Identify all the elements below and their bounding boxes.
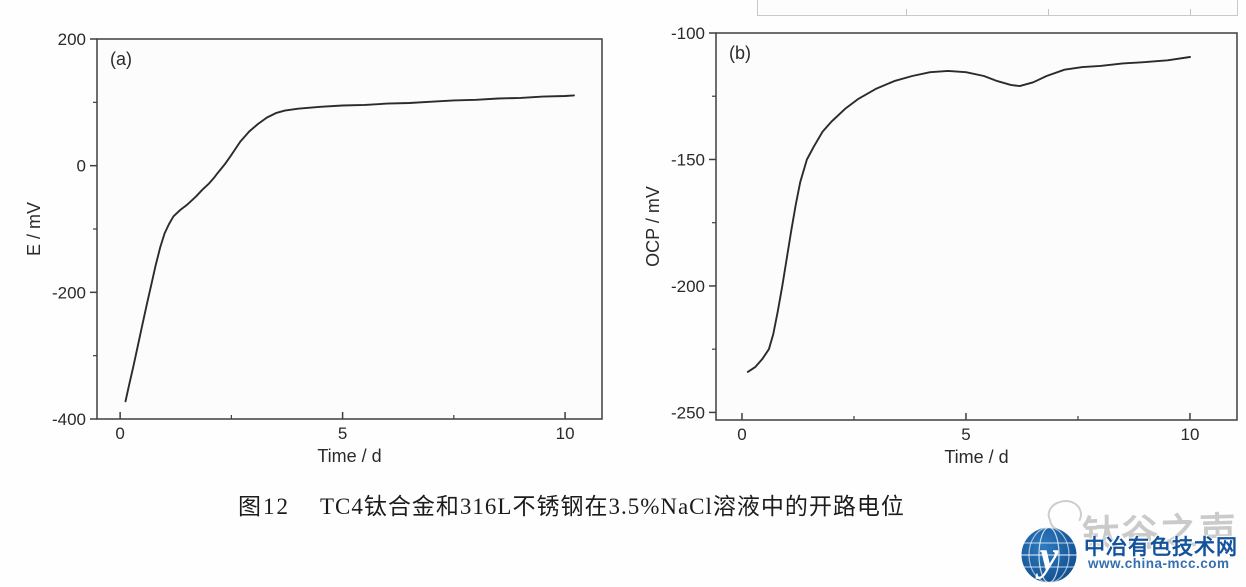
brand-url-text: www.china-mcc.com	[1088, 556, 1230, 571]
y-tick-label: 200	[58, 30, 86, 49]
x-tick-label: 5	[338, 424, 347, 443]
chart-panel-a: 200 0 -200 -400 0 5 10 E / mV Time / d (a)	[24, 30, 603, 466]
globe-logo-icon: y	[1021, 526, 1077, 584]
y-axis-label: OCP / mV	[643, 186, 663, 267]
x-tick-label: 10	[556, 424, 575, 443]
plot-frame	[715, 32, 1238, 421]
figure-number: 图12	[238, 494, 290, 519]
x-tick-label: 5	[961, 425, 970, 444]
brand-name-text: 中冶有色技术网	[1084, 536, 1238, 559]
data-curve	[746, 56, 1191, 373]
site-watermark: 钛谷之声 y 中冶有色技术网 www.china-mcc.com	[1012, 495, 1246, 587]
panel-label: (a)	[110, 49, 132, 69]
y-tick-label: -400	[52, 410, 86, 429]
y-tick-label: -100	[671, 24, 705, 43]
y-tick-label: -200	[671, 277, 705, 296]
y-tick-label: -200	[52, 283, 86, 302]
x-tick-label: 10	[1181, 425, 1200, 444]
figure-caption-text: TC4钛合金和316L不锈钢在3.5%NaCl溶液中的开路电位	[320, 494, 905, 519]
cropped-axis-tick	[1190, 9, 1191, 15]
y-tick-label: -150	[671, 150, 705, 169]
y-axis-label: E / mV	[24, 202, 44, 256]
panel-label: (b)	[729, 43, 751, 63]
x-axis-label: Time / d	[944, 447, 1008, 467]
cropped-axis-tick	[1048, 9, 1049, 15]
x-tick-label: 0	[737, 425, 746, 444]
y-tick-label: 0	[77, 157, 86, 176]
chart-panel-b: -100 -150 -200 -250 0 5 10 OCP / mV Time / d (b)	[643, 24, 1238, 467]
data-curve	[124, 94, 575, 403]
figure-caption: 图12 TC4钛合金和316L不锈钢在3.5%NaCl溶液中的开路电位	[238, 487, 905, 521]
cropped-partial-box	[757, 0, 1238, 16]
cropped-axis-tick	[906, 9, 907, 15]
x-axis-label: Time / d	[317, 446, 381, 466]
plot-frame	[96, 38, 603, 420]
x-tick-label: 0	[115, 424, 124, 443]
y-tick-label: -250	[671, 403, 705, 422]
